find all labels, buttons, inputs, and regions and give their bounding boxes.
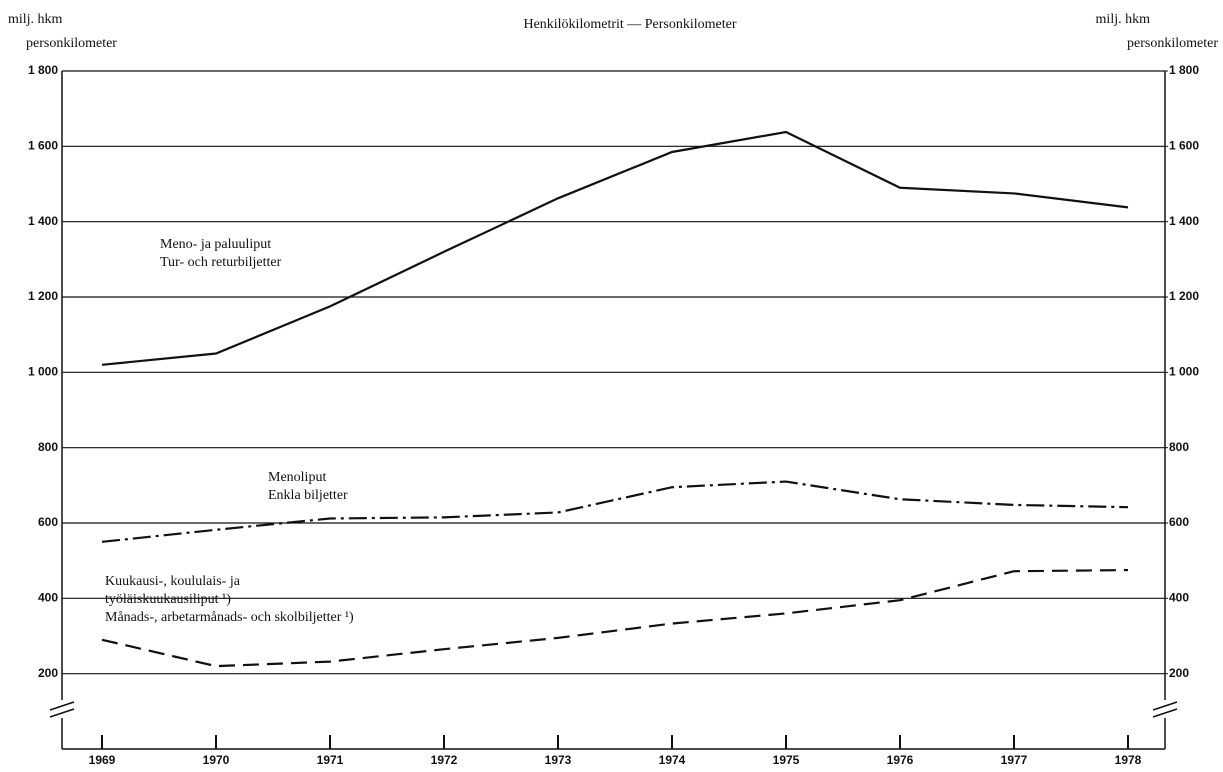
y2-tick-label: 1 200 <box>1169 289 1199 303</box>
x-tick-label: 1972 <box>431 753 458 767</box>
x-tick-label: 1975 <box>773 753 800 767</box>
y2-tick-label: 400 <box>1169 591 1189 605</box>
chart-title: Henkilökilometrit — Personkilometer <box>523 17 736 32</box>
series-line <box>101 480 1129 543</box>
series-label: Kuukausi-, koululais- ja <box>105 574 241 589</box>
y-tick-label: 600 <box>38 515 58 529</box>
y2-axis-label: personkilometer <box>1127 36 1218 51</box>
y2-tick-label: 800 <box>1169 440 1189 454</box>
y2-tick-label: 1 000 <box>1169 365 1199 379</box>
x-tick-label: 1978 <box>1115 753 1142 767</box>
y-tick-label: 1 200 <box>28 289 58 303</box>
axis-break <box>1152 708 1178 718</box>
y-axis-label: milj. hkm <box>8 12 63 27</box>
series-label: Månads-, arbetarmånads- och skolbiljette… <box>105 610 354 625</box>
x-tick-label: 1969 <box>89 753 116 767</box>
x-tick-label: 1974 <box>659 753 686 767</box>
y2-tick-label: 600 <box>1169 515 1189 529</box>
x-tick-label: 1977 <box>1001 753 1028 767</box>
y-tick-label: 1 400 <box>28 214 58 228</box>
axis-break <box>1152 701 1178 711</box>
y-tick-label: 1 800 <box>28 63 58 77</box>
x-tick-label: 1971 <box>317 753 344 767</box>
series-label: Tur- och returbiljetter <box>160 255 282 270</box>
series-label: Meno- ja paluuliput <box>160 237 271 252</box>
y2-tick-label: 1 400 <box>1169 214 1199 228</box>
y2-tick-label: 1 800 <box>1169 63 1199 77</box>
series-label: Menoliput <box>268 470 326 485</box>
y2-tick-label: 1 600 <box>1169 139 1199 153</box>
series-label: Enkla biljetter <box>268 488 348 503</box>
y2-axis-label: milj. hkm <box>1096 12 1151 27</box>
y-tick-label: 800 <box>38 440 58 454</box>
axis-break <box>49 701 75 711</box>
y-tick-label: 1 000 <box>28 365 58 379</box>
x-tick-label: 1970 <box>203 753 230 767</box>
y-tick-label: 200 <box>38 666 58 680</box>
series-label: työläiskuukausiliput ¹) <box>105 592 231 607</box>
series-line <box>101 130 1129 366</box>
y-tick-label: 400 <box>38 591 58 605</box>
y-axis-label: personkilometer <box>26 36 117 51</box>
y2-tick-label: 200 <box>1169 666 1189 680</box>
x-tick-label: 1973 <box>545 753 572 767</box>
axis-break <box>49 708 75 718</box>
y-tick-label: 1 600 <box>28 139 58 153</box>
series-line <box>101 568 1129 668</box>
x-tick-label: 1976 <box>887 753 914 767</box>
